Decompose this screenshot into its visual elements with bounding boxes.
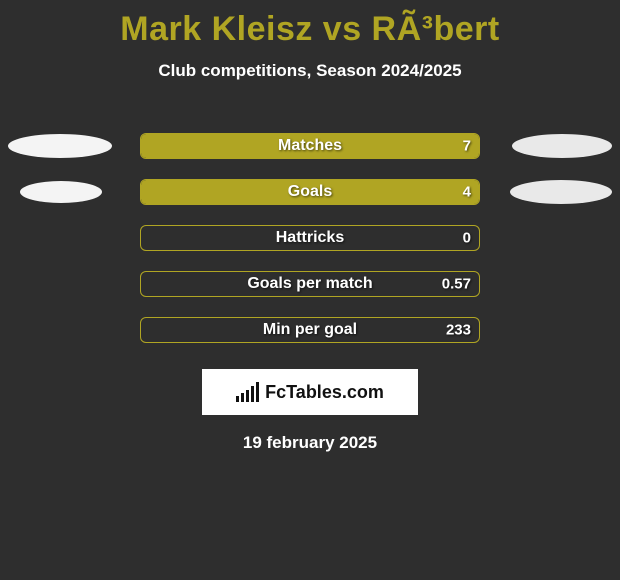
blob-icon (20, 181, 102, 203)
logo-text: FcTables.com (265, 382, 384, 403)
source-logo: FcTables.com (202, 369, 418, 415)
stat-value: 0 (463, 230, 471, 247)
stat-bar-track: Min per goal 233 (140, 317, 480, 343)
stat-bar-fill (141, 180, 479, 204)
stat-bar-track: Matches 7 (140, 133, 480, 159)
blob-icon (510, 180, 612, 204)
bar-chart-icon (236, 382, 259, 402)
stat-row: Min per goal 233 (0, 307, 620, 353)
stat-bar-track: Goals per match 0.57 (140, 271, 480, 297)
stat-row: Goals per match 0.57 (0, 261, 620, 307)
stat-bar-fill (141, 134, 479, 158)
stat-row: Goals 4 (0, 169, 620, 215)
blob-icon (8, 134, 112, 158)
stat-value: 233 (446, 322, 471, 339)
stat-label: Min per goal (141, 321, 479, 339)
stat-rows: Matches 7 Goals 4 Hattricks 0 (0, 123, 620, 353)
stat-row: Hattricks 0 (0, 215, 620, 261)
stat-value: 0.57 (442, 276, 471, 293)
comparison-infographic: Mark Kleisz vs RÃ³bert Club competitions… (0, 0, 620, 580)
stat-row: Matches 7 (0, 123, 620, 169)
stat-label: Hattricks (141, 229, 479, 247)
stat-label: Goals per match (141, 275, 479, 293)
stat-bar-track: Hattricks 0 (140, 225, 480, 251)
stat-bar-track: Goals 4 (140, 179, 480, 205)
blob-icon (512, 134, 612, 158)
date-label: 19 february 2025 (0, 433, 620, 453)
page-title: Mark Kleisz vs RÃ³bert (0, 0, 620, 49)
subtitle: Club competitions, Season 2024/2025 (0, 61, 620, 81)
